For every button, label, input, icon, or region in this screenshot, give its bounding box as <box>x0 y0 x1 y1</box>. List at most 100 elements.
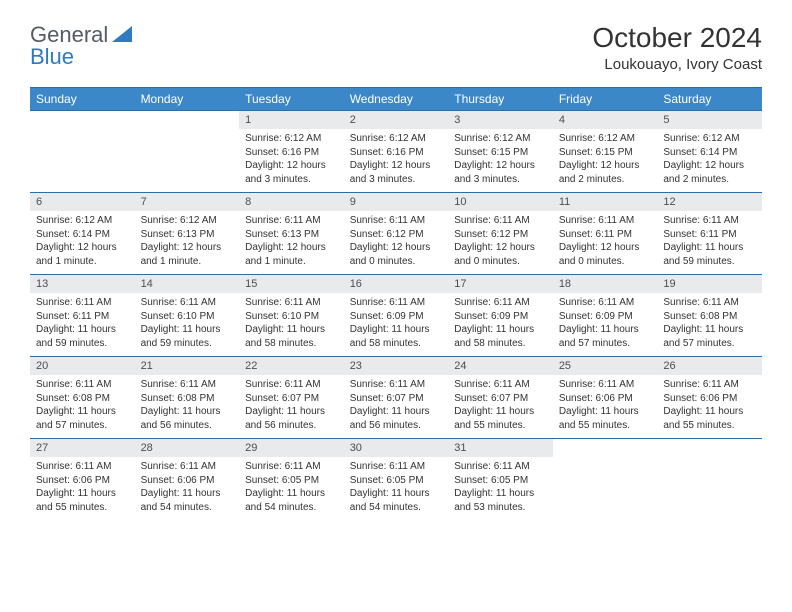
calendar-cell: 25 Sunrise: 6:11 AMSunset: 6:06 PMDayligh… <box>553 357 658 439</box>
sunrise-line: Sunrise: 6:11 AM <box>350 296 443 310</box>
day-number: 25 <box>553 357 658 375</box>
daylight-line: Daylight: 11 hours and 56 minutes. <box>141 405 234 432</box>
day-body: Sunrise: 6:11 AMSunset: 6:06 PMDaylight:… <box>30 457 135 517</box>
day-number: 16 <box>344 275 449 293</box>
day-body: Sunrise: 6:12 AMSunset: 6:16 PMDaylight:… <box>239 129 344 189</box>
daylight-line: Daylight: 11 hours and 55 minutes. <box>559 405 652 432</box>
sunrise-line: Sunrise: 6:11 AM <box>663 296 756 310</box>
sunrise-line: Sunrise: 6:11 AM <box>454 214 547 228</box>
day-body: Sunrise: 6:12 AMSunset: 6:14 PMDaylight:… <box>30 211 135 271</box>
day-body: Sunrise: 6:11 AMSunset: 6:09 PMDaylight:… <box>344 293 449 353</box>
sunrise-line: Sunrise: 6:11 AM <box>559 214 652 228</box>
daylight-line: Daylight: 11 hours and 56 minutes. <box>350 405 443 432</box>
day-body: Sunrise: 6:11 AMSunset: 6:08 PMDaylight:… <box>30 375 135 435</box>
daylight-line: Daylight: 11 hours and 55 minutes. <box>36 487 129 514</box>
calendar-cell: 21Sunrise: 6:11 AMSunset: 6:08 PMDayligh… <box>135 357 240 439</box>
sunrise-line: Sunrise: 6:11 AM <box>245 214 338 228</box>
calendar-cell: 27Sunrise: 6:11 AMSunset: 6:06 PMDayligh… <box>30 439 135 521</box>
sunset-line: Sunset: 6:05 PM <box>350 474 443 488</box>
sunrise-line: Sunrise: 6:11 AM <box>559 378 652 392</box>
calendar-week: 6Sunrise: 6:12 AMSunset: 6:14 PMDaylight… <box>30 193 762 275</box>
sunrise-line: Sunrise: 6:12 AM <box>559 132 652 146</box>
sunset-line: Sunset: 6:06 PM <box>559 392 652 406</box>
daylight-line: Daylight: 11 hours and 54 minutes. <box>245 487 338 514</box>
day-body: Sunrise: 6:11 AMSunset: 6:11 PMDaylight:… <box>553 211 658 271</box>
brand-triangle-icon <box>112 26 134 44</box>
day-number: 8 <box>239 193 344 211</box>
calendar-cell: 17Sunrise: 6:11 AMSunset: 6:09 PMDayligh… <box>448 275 553 357</box>
daylight-line: Daylight: 11 hours and 56 minutes. <box>245 405 338 432</box>
daylight-line: Daylight: 11 hours and 55 minutes. <box>663 405 756 432</box>
sunrise-line: Sunrise: 6:12 AM <box>454 132 547 146</box>
brand-part2: Blue <box>30 44 74 69</box>
calendar-cell <box>135 111 240 193</box>
calendar-cell: 4Sunrise: 6:12 AMSunset: 6:15 PMDaylight… <box>553 111 658 193</box>
location-label: Loukouayo, Ivory Coast <box>592 56 762 73</box>
sunrise-line: Sunrise: 6:12 AM <box>663 132 756 146</box>
sunset-line: Sunset: 6:08 PM <box>141 392 234 406</box>
day-number: 13 <box>30 275 135 293</box>
day-body: Sunrise: 6:11 AMSunset: 6:10 PMDaylight:… <box>239 293 344 353</box>
day-body: Sunrise: 6:12 AMSunset: 6:14 PMDaylight:… <box>657 129 762 189</box>
day-header: Friday <box>553 88 658 111</box>
day-number: 22 <box>239 357 344 375</box>
daylight-line: Daylight: 12 hours and 0 minutes. <box>559 241 652 268</box>
calendar-cell: 12Sunrise: 6:11 AMSunset: 6:11 PMDayligh… <box>657 193 762 275</box>
daylight-line: Daylight: 12 hours and 3 minutes. <box>454 159 547 186</box>
day-number: 6 <box>30 193 135 211</box>
sunrise-line: Sunrise: 6:11 AM <box>141 460 234 474</box>
day-number: 17 <box>448 275 553 293</box>
daylight-line: Daylight: 11 hours and 57 minutes. <box>663 323 756 350</box>
day-number: 30 <box>344 439 449 457</box>
day-body: Sunrise: 6:11 AMSunset: 6:05 PMDaylight:… <box>344 457 449 517</box>
day-number: 18 <box>553 275 658 293</box>
daylight-line: Daylight: 11 hours and 53 minutes. <box>454 487 547 514</box>
daylight-line: Daylight: 11 hours and 59 minutes. <box>36 323 129 350</box>
sunset-line: Sunset: 6:07 PM <box>454 392 547 406</box>
sunrise-line: Sunrise: 6:11 AM <box>245 296 338 310</box>
calendar-cell: 6Sunrise: 6:12 AMSunset: 6:14 PMDaylight… <box>30 193 135 275</box>
day-body: Sunrise: 6:11 AMSunset: 6:06 PMDaylight:… <box>135 457 240 517</box>
day-header: Thursday <box>448 88 553 111</box>
sunrise-line: Sunrise: 6:11 AM <box>36 378 129 392</box>
calendar-cell: 5Sunrise: 6:12 AMSunset: 6:14 PMDaylight… <box>657 111 762 193</box>
calendar-cell: 1Sunrise: 6:12 AMSunset: 6:16 PMDaylight… <box>239 111 344 193</box>
day-header: Tuesday <box>239 88 344 111</box>
sunrise-line: Sunrise: 6:11 AM <box>36 460 129 474</box>
day-number: 9 <box>344 193 449 211</box>
sunset-line: Sunset: 6:16 PM <box>245 146 338 160</box>
day-body: Sunrise: 6:11 AMSunset: 6:09 PMDaylight:… <box>448 293 553 353</box>
day-number: 24 <box>448 357 553 375</box>
daylight-line: Daylight: 11 hours and 54 minutes. <box>350 487 443 514</box>
day-number: 7 <box>135 193 240 211</box>
day-body: Sunrise: 6:11 AMSunset: 6:13 PMDaylight:… <box>239 211 344 271</box>
sunset-line: Sunset: 6:10 PM <box>245 310 338 324</box>
sunrise-line: Sunrise: 6:11 AM <box>350 214 443 228</box>
day-number: 1 <box>239 111 344 129</box>
day-number: 27 <box>30 439 135 457</box>
calendar-cell: 23Sunrise: 6:11 AMSunset: 6:07 PMDayligh… <box>344 357 449 439</box>
day-number: 26 <box>657 357 762 375</box>
sunrise-line: Sunrise: 6:11 AM <box>141 378 234 392</box>
daylight-line: Daylight: 11 hours and 58 minutes. <box>245 323 338 350</box>
calendar-cell: 22Sunrise: 6:11 AMSunset: 6:07 PMDayligh… <box>239 357 344 439</box>
day-body: Sunrise: 6:11 AMSunset: 6:12 PMDaylight:… <box>344 211 449 271</box>
day-body: Sunrise: 6:11 AMSunset: 6:12 PMDaylight:… <box>448 211 553 271</box>
daylight-line: Daylight: 12 hours and 3 minutes. <box>245 159 338 186</box>
day-number: 23 <box>344 357 449 375</box>
sunset-line: Sunset: 6:06 PM <box>663 392 756 406</box>
sunset-line: Sunset: 6:14 PM <box>663 146 756 160</box>
sunset-line: Sunset: 6:11 PM <box>663 228 756 242</box>
sunset-line: Sunset: 6:11 PM <box>559 228 652 242</box>
daylight-line: Daylight: 12 hours and 0 minutes. <box>454 241 547 268</box>
sunset-line: Sunset: 6:08 PM <box>36 392 129 406</box>
sunrise-line: Sunrise: 6:12 AM <box>245 132 338 146</box>
day-header-row: Sunday Monday Tuesday Wednesday Thursday… <box>30 88 762 111</box>
calendar-cell: 2Sunrise: 6:12 AMSunset: 6:16 PMDaylight… <box>344 111 449 193</box>
day-body: Sunrise: 6:11 AMSunset: 6:10 PMDaylight:… <box>135 293 240 353</box>
calendar-cell: 15Sunrise: 6:11 AMSunset: 6:10 PMDayligh… <box>239 275 344 357</box>
daylight-line: Daylight: 12 hours and 2 minutes. <box>559 159 652 186</box>
day-number: 31 <box>448 439 553 457</box>
calendar-week: 20Sunrise: 6:11 AMSunset: 6:08 PMDayligh… <box>30 357 762 439</box>
calendar-cell: 9Sunrise: 6:11 AMSunset: 6:12 PMDaylight… <box>344 193 449 275</box>
